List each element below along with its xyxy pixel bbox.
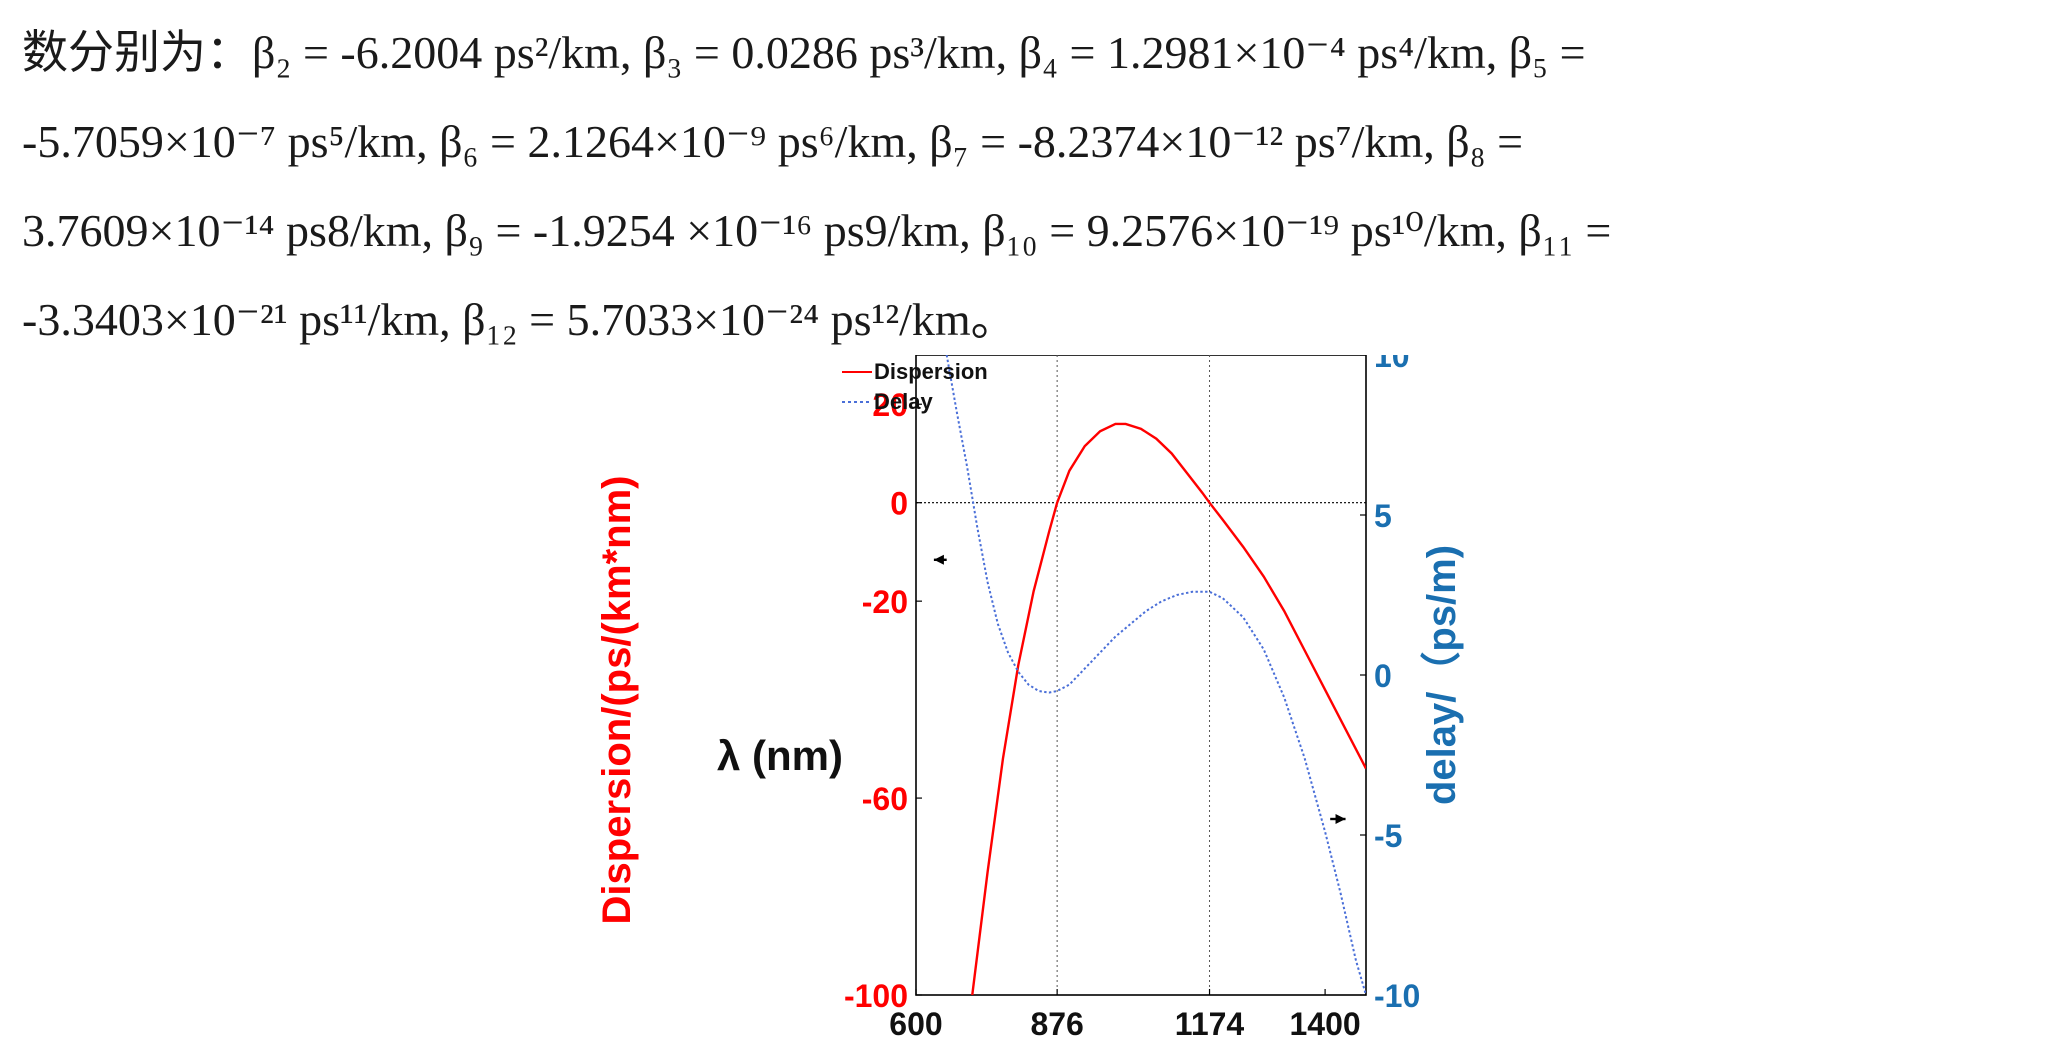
y-left-tick-label: 0: [890, 486, 908, 522]
y-right-tick-label: -5: [1374, 818, 1402, 854]
x-tick-label: 1400: [1289, 1006, 1360, 1042]
paragraph-line: 3.7609×10⁻¹⁴ ps8/km, β₉ = -1.9254 ×10⁻¹⁶…: [22, 205, 1612, 256]
x-tick-label: 1174: [1175, 1006, 1245, 1042]
y-axis-label-right: delay/（ps/m): [1420, 545, 1464, 805]
x-tick-label: 600: [889, 1006, 942, 1042]
chart-svg: 600 876 1174 1400 20 0 -20 -60 -100 10 5 0 -5 -10 Dis…: [595, 338, 1464, 1042]
y-right-tick-label: 5: [1374, 498, 1392, 534]
y-right-tick-label: 0: [1374, 658, 1392, 694]
y-right-tick-label: -10: [1374, 978, 1420, 1014]
axis-arrow-head: [1335, 814, 1346, 824]
x-axis-label: λ (nm): [717, 732, 843, 779]
plot-area: 600 876 1174 1400 20 0 -20 -60 -100 10 5 0 -5 -10: [844, 338, 1420, 1042]
y-left-tick-label: 20: [872, 387, 908, 423]
parameter-paragraph: 数分别为：β₂ = -6.2004 ps²/km, β₃ = 0.0286 ps…: [22, 8, 2052, 364]
paragraph-line: 数分别为：β₂ = -6.2004 ps²/km, β₃ = 0.0286 ps…: [22, 27, 1586, 78]
y-left-tick-label: -60: [862, 781, 908, 817]
y-left-tick-label: -20: [862, 584, 908, 620]
legend-label-dispersion: Dispersion: [874, 359, 988, 384]
paragraph-line: -5.7059×10⁻⁷ ps⁵/km, β₆ = 2.1264×10⁻⁹ ps…: [22, 116, 1524, 167]
series-line-delay: [945, 355, 1366, 995]
dispersion-delay-chart: 600 876 1174 1400 20 0 -20 -60 -100 10 5 0 -5 -10 Dis…: [595, 338, 1480, 1045]
series-line-dispersion: [971, 422, 1366, 995]
y-axis-label-left: Dispersion/(ps/(km*nm): [600, 476, 639, 925]
x-tick-label: 876: [1030, 1006, 1083, 1042]
y-right-tick-label: 10: [1374, 355, 1410, 374]
paragraph-line: -3.3403×10⁻²¹ ps¹¹/km, β₁₂ = 5.7033×10⁻²…: [22, 294, 1017, 345]
axis-arrow-head: [933, 554, 944, 565]
legend: Dispersion Delay: [842, 359, 988, 414]
legend-label-delay: Delay: [874, 389, 933, 414]
plot-layer: 600 876 1174 1400 20 0 -20 -60 -100 10 5 0 -5 -10: [844, 338, 1420, 1042]
y-left-tick-label: -100: [844, 978, 908, 1014]
